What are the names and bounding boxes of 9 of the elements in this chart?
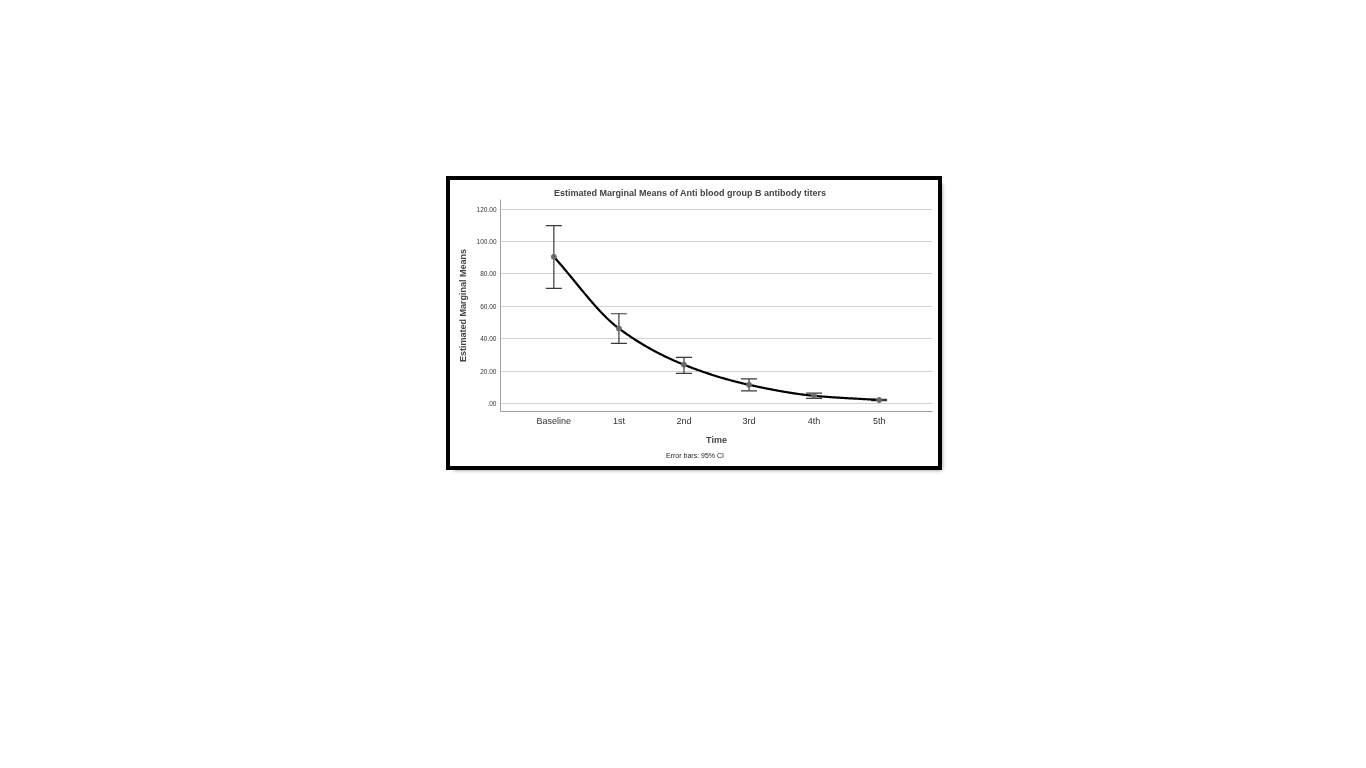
x-tick-label: Baseline xyxy=(536,415,572,426)
x-tick-label: 2nd xyxy=(676,415,692,426)
x-tick-label: 4th xyxy=(807,415,821,426)
x-axis-title: Time xyxy=(706,434,727,445)
y-axis-title: Estimated Marginal Means xyxy=(457,248,468,363)
x-tick-label: 5th xyxy=(872,415,886,426)
chart-title: Estimated Marginal Means of Anti blood group B antibody titers xyxy=(553,188,827,198)
x-tick-label: 1st xyxy=(612,415,626,426)
x-tick-label: 3rd xyxy=(742,415,756,426)
